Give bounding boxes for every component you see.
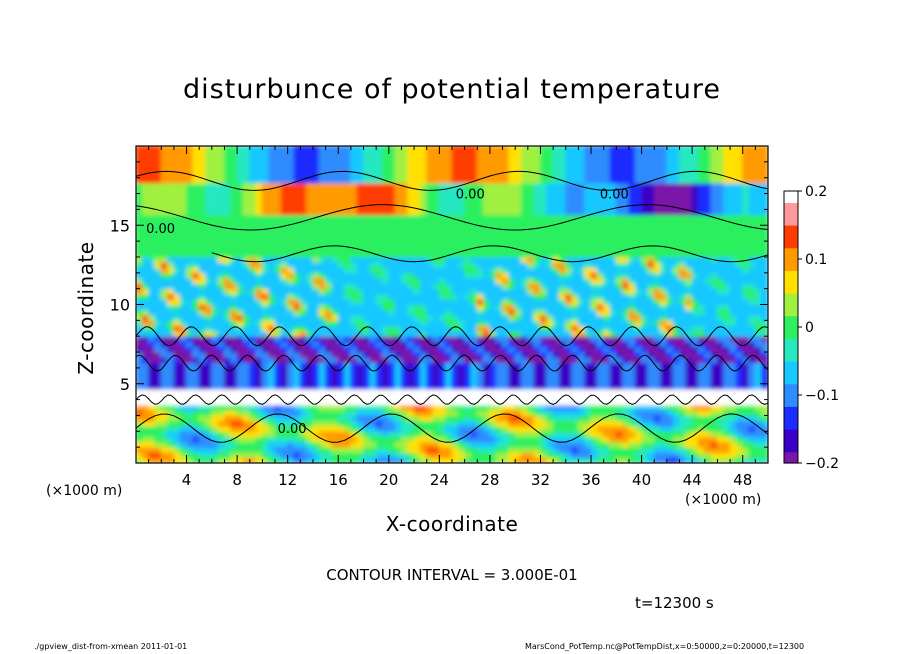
x-tick-label: 48 xyxy=(733,471,752,489)
colorbar-tick-label: −0.2 xyxy=(805,456,839,472)
x-tick-label: 20 xyxy=(379,471,398,489)
contour-label: 0.00 xyxy=(600,187,629,202)
heatmap-field xyxy=(136,146,768,463)
y-tick-label: 15 xyxy=(110,216,130,235)
footer-left: ./gpview_dist-from-xmean 2011-01-01 xyxy=(34,642,188,651)
colorbar-tick-label: 0.2 xyxy=(805,184,827,200)
contour-interval: CONTOUR INTERVAL = 3.000E-01 xyxy=(326,566,578,584)
contour-labels: 0.00 0.00 0.00 0.00 xyxy=(146,187,629,437)
x-axis: 4 8 12 16 20 24 28 32 36 40 44 48 xyxy=(148,146,756,489)
y-tick-label: 5 xyxy=(120,375,130,394)
chart-title: disturbunce of potential temperature xyxy=(183,74,721,105)
y-axis-label: Z-coordinate xyxy=(74,241,98,375)
y-axis: 5 10 15 xyxy=(110,161,768,448)
x-tick-label: 44 xyxy=(683,471,702,489)
x-tick-label: 36 xyxy=(581,471,600,489)
x-tick-label: 8 xyxy=(232,471,242,489)
x-tick-label: 24 xyxy=(430,471,449,489)
x-unit-right: (×1000 m) xyxy=(685,492,762,508)
x-tick-label: 28 xyxy=(480,471,499,489)
contour-lines xyxy=(136,170,768,443)
contour-label: 0.00 xyxy=(146,222,175,237)
x-tick-label: 32 xyxy=(531,471,550,489)
colorbar-tick-label: 0.1 xyxy=(805,252,827,268)
x-tick-label: 40 xyxy=(632,471,651,489)
footer-right: MarsCond_PotTemp.nc@PotTempDist,x=0:5000… xyxy=(525,642,805,651)
y-tick-label: 10 xyxy=(110,296,130,315)
contour-label: 0.00 xyxy=(278,422,307,437)
x-tick-label: 16 xyxy=(329,471,348,489)
colorbar-tick-label: −0.1 xyxy=(805,388,839,404)
contour-label: 0.00 xyxy=(456,187,485,202)
x-axis-label: X-coordinate xyxy=(385,512,519,536)
x-unit-left: (×1000 m) xyxy=(46,483,123,499)
colorbar-tick-label: 0 xyxy=(805,320,814,336)
colorbar: 0.2 0.1 0 −0.1 −0.2 xyxy=(783,184,839,472)
x-tick-label: 4 xyxy=(182,471,192,489)
time-label: t=12300 s xyxy=(635,594,714,612)
x-tick-label: 12 xyxy=(278,471,297,489)
